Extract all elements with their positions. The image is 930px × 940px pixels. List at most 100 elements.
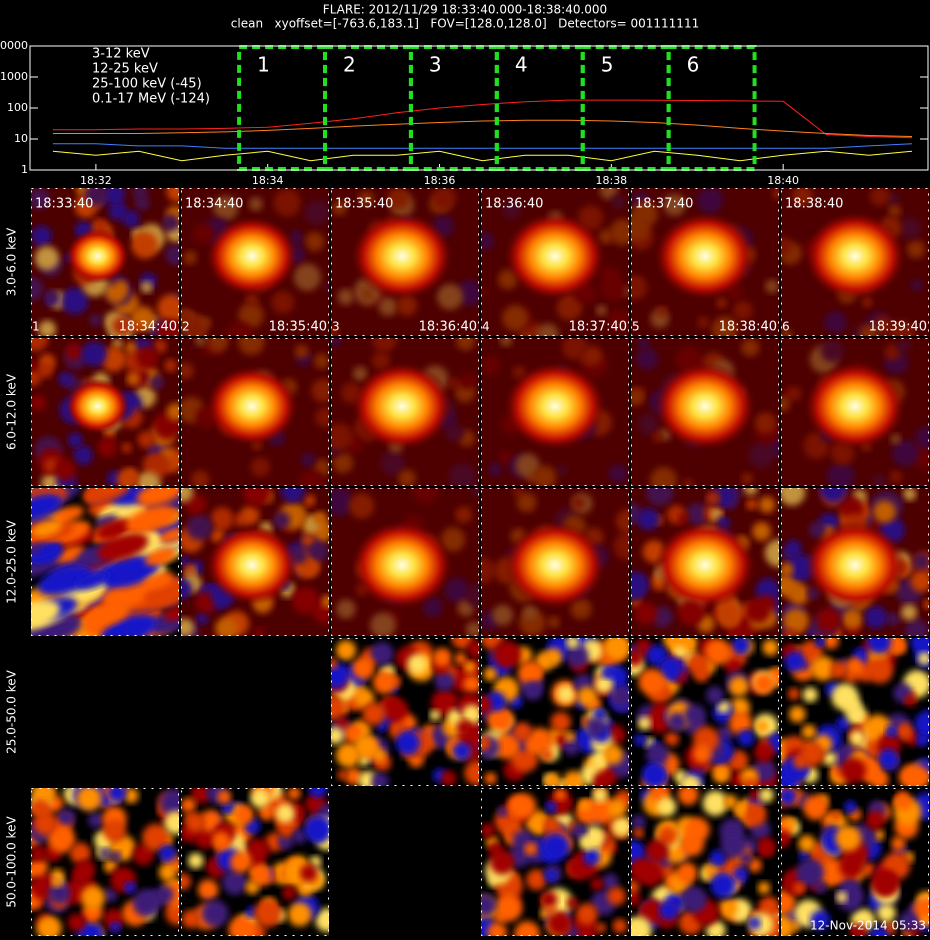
texture: [749, 789, 761, 801]
texture: [873, 500, 896, 523]
texture: [728, 676, 749, 697]
texture: [816, 607, 841, 633]
texture: [592, 771, 612, 786]
texture: [215, 617, 238, 636]
texture: [709, 849, 727, 867]
panel-end-time: 18:37:40: [569, 320, 627, 335]
texture: [158, 863, 177, 882]
texture: [440, 770, 457, 786]
texture: [56, 808, 76, 827]
texture: [724, 658, 742, 675]
texture: [57, 371, 73, 387]
texture: [108, 201, 128, 221]
texture: [864, 606, 888, 629]
panel-frame: [331, 188, 479, 336]
panel-frame: [631, 788, 779, 936]
texture: [124, 341, 137, 354]
panel-start-time: 18:36:40: [485, 197, 543, 212]
panel-number: 5: [632, 320, 640, 334]
texture: [667, 712, 687, 732]
panel-frame: [631, 638, 779, 786]
texture: [134, 195, 150, 211]
texture: [603, 638, 629, 661]
texture: [86, 488, 130, 502]
texture: [483, 667, 498, 682]
texture: [758, 788, 774, 803]
texture: [753, 742, 775, 763]
texture: [331, 662, 350, 689]
texture: [112, 316, 132, 336]
texture: [235, 805, 254, 824]
image-panel: [331, 638, 479, 786]
texture: [891, 836, 906, 851]
texture: [164, 811, 179, 835]
texture: [320, 595, 329, 609]
texture: [679, 774, 702, 786]
texture: [97, 533, 149, 562]
texture: [843, 696, 862, 715]
texture: [523, 681, 543, 701]
footer: 12-Nov-2014 05:33: [810, 919, 926, 933]
panel-frame: [31, 338, 179, 486]
texture: [590, 877, 604, 891]
texture: [545, 869, 558, 882]
texture: [577, 686, 598, 707]
legend-label: 0.1-17 MeV (-124): [92, 92, 210, 107]
texture: [895, 722, 914, 741]
texture: [565, 644, 589, 668]
texture: [578, 799, 590, 811]
interval-label: 4: [515, 53, 528, 77]
interval-label: 2: [343, 53, 356, 77]
texture: [787, 687, 801, 701]
texture: [331, 726, 344, 745]
texture: [526, 869, 548, 891]
texture: [69, 842, 91, 864]
texture: [517, 660, 543, 686]
texture: [819, 488, 848, 504]
texture: [156, 319, 179, 336]
texture: [540, 749, 553, 762]
texture: [845, 657, 864, 676]
image-panel: [31, 788, 179, 936]
panel-number: 3: [332, 320, 340, 334]
texture: [693, 666, 710, 683]
texture: [579, 835, 594, 850]
texture: [576, 903, 598, 925]
texture: [181, 578, 192, 600]
texture: [566, 897, 579, 909]
texture: [744, 488, 758, 496]
texture: [108, 788, 127, 802]
texture: [121, 442, 132, 454]
panel-frame: [481, 338, 629, 486]
flare-source: [65, 228, 130, 285]
texture: [903, 694, 917, 707]
texture: [76, 859, 96, 879]
texture: [544, 772, 561, 786]
texture: [684, 704, 706, 726]
texture: [315, 908, 329, 932]
texture: [865, 810, 885, 830]
texture: [835, 825, 862, 852]
texture: [634, 733, 647, 747]
texture: [583, 848, 601, 866]
image-panel: [31, 188, 179, 336]
texture: [160, 788, 179, 817]
flare-source: [804, 520, 906, 609]
texture: [181, 909, 201, 929]
x-tick-label: 18:38: [595, 174, 627, 187]
texture: [181, 556, 190, 567]
texture: [720, 832, 747, 859]
texture: [798, 835, 816, 853]
texture: [250, 788, 271, 809]
panel-number: 2: [182, 320, 190, 334]
texture: [641, 762, 668, 786]
texture: [196, 611, 209, 625]
texture: [631, 916, 652, 936]
texture: [222, 869, 248, 895]
flare-source: [351, 520, 453, 609]
texture: [756, 836, 776, 856]
texture: [31, 543, 43, 557]
panel-frame: [331, 638, 479, 786]
texture: [467, 640, 479, 659]
row-label: 3.0-6.0 keV: [5, 227, 19, 296]
